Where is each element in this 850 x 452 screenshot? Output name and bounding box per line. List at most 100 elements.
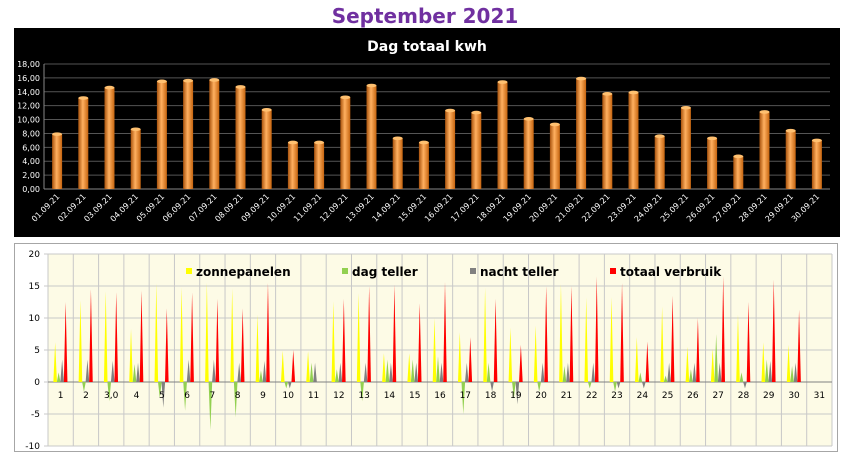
chart1-bar — [130, 129, 141, 189]
chart1-y-tick-label: 2,00 — [22, 171, 40, 180]
chart2-spike-nacht-teller — [161, 382, 166, 408]
chart1-bar-cap — [785, 128, 796, 133]
chart1-bar — [235, 86, 246, 189]
chart1-bar — [549, 124, 560, 189]
chart1-bar-cap — [366, 83, 377, 88]
chart2-spike-totaal-verbruik — [645, 341, 650, 382]
chart2-spike-nacht-teller — [515, 382, 520, 405]
chart2-x-tick-label: 20 — [535, 391, 547, 401]
chart1-bar — [392, 138, 403, 189]
chart2-spike-nacht-teller — [313, 362, 317, 382]
chart1-bar-cap — [130, 127, 141, 132]
chart2-spike-totaal-verbruik — [519, 344, 523, 382]
chart2-spike-totaal-verbruik — [89, 289, 93, 382]
chart1-bar-cap — [759, 110, 770, 114]
chart2-x-tick-label: 25 — [662, 391, 673, 401]
chart2-spike-nacht-teller — [136, 362, 140, 382]
chart2-spike-totaal-verbruik — [342, 298, 346, 382]
chart2-spike-totaal-verbruik — [266, 282, 270, 382]
chart2-spike-totaal-verbruik — [190, 292, 194, 382]
chart2-spike-totaal-verbruik — [721, 276, 725, 382]
chart1-bar — [287, 142, 298, 189]
chart1-y-tick-label: 12,00 — [17, 102, 40, 111]
chart2-y-tick-label: 0 — [34, 378, 40, 388]
chart2-spike-zonnepanelen — [660, 306, 664, 382]
chart2-spike-zonnepanelen — [786, 344, 791, 382]
chart2-spike-nacht-teller — [85, 359, 90, 382]
chart1-bar-cap — [445, 108, 456, 113]
chart2-spike-dag-teller — [689, 369, 693, 382]
chart1-bar — [183, 80, 194, 189]
chart2-y-tick-label: 5 — [34, 346, 40, 356]
chart1-y-tick-label: 8,00 — [22, 129, 40, 138]
chart1-bar — [785, 130, 796, 189]
chart2-spike-dag-teller — [410, 359, 415, 382]
chart2-spike-zonnepanelen — [280, 350, 285, 382]
chart2-spike-totaal-verbruik — [569, 286, 574, 382]
chart2-spike-zonnepanelen — [331, 301, 336, 382]
chart2-spike-nacht-teller — [591, 362, 596, 382]
chart2-spike-zonnepanelen — [205, 282, 209, 382]
chart1-bar-cap — [523, 117, 534, 121]
chart2-spike-zonnepanelen — [609, 296, 614, 382]
chart2-x-tick-label: 9 — [260, 391, 266, 401]
chart2-y-tick-label: -5 — [31, 410, 40, 420]
chart1-bar-cap — [392, 136, 403, 141]
chart2-y-tick-label: 15 — [29, 282, 40, 292]
chart1-bar-cap — [209, 78, 220, 82]
chart1-bar-cap — [418, 140, 429, 145]
chart1-bar — [156, 81, 167, 189]
chart2-spike-totaal-verbruik — [746, 302, 751, 382]
chart2-spike-zonnepanelen — [382, 353, 386, 382]
chart1-bar-cap — [235, 85, 246, 89]
chart1-bar-cap — [707, 136, 718, 141]
chart2-spike-zonnepanelen — [103, 291, 108, 382]
chart1-bar-cap — [733, 154, 744, 159]
chart1-bar-cap — [471, 110, 482, 115]
chart2-x-tick-label: 21 — [561, 391, 572, 401]
chart2-spike-totaal-verbruik — [215, 298, 220, 382]
legend-label: dag teller — [352, 265, 418, 279]
chart2-x-tick-label: 22 — [586, 391, 597, 401]
chart1-y-tick-label: 0,00 — [22, 185, 40, 194]
chart2-x-tick-label: 30 — [788, 391, 800, 401]
chart2-spike-nacht-teller — [262, 360, 267, 382]
chart2-spike-totaal-verbruik — [797, 309, 801, 382]
chart1-bar — [707, 138, 718, 189]
chart2-x-tick-label: 29 — [763, 391, 775, 401]
chart2-spike-dag-teller — [385, 359, 390, 382]
chart2-spike-zonnepanelen — [457, 332, 462, 382]
chart2-x-tick-label: 23 — [611, 391, 622, 401]
chart2-x-tick-label: 14 — [384, 391, 396, 401]
chart2-spike-zonnepanelen — [559, 284, 563, 382]
chart2-spike-totaal-verbruik — [493, 298, 498, 382]
chart2-spike-nacht-teller — [793, 362, 798, 382]
legend-label: nacht teller — [480, 265, 558, 279]
chart2-spike-dag-teller — [587, 382, 592, 389]
chart1-bar-cap — [78, 96, 89, 100]
chart2-spike-totaal-verbruik — [620, 282, 624, 382]
chart2-x-tick-label: 2 — [83, 391, 89, 401]
legend-label: totaal verbruik — [620, 265, 722, 279]
chart2-spike-totaal-verbruik — [165, 308, 169, 382]
chart2-spike-zonnepanelen — [255, 314, 260, 382]
chart2-x-tick-label: 13 — [358, 391, 369, 401]
chart2-spike-dag-teller — [82, 382, 86, 392]
chart2-spike-zonnepanelen — [533, 325, 538, 382]
chart2-spike-dag-teller — [461, 382, 466, 414]
chart2-spike-totaal-verbruik — [114, 292, 119, 382]
chart1-y-tick-label: 16,00 — [17, 74, 40, 83]
chart1-bar — [445, 110, 456, 189]
chart1-y-tick-label: 4,00 — [22, 157, 40, 166]
chart1-bar-cap — [549, 122, 560, 127]
chart2-spike-zonnepanelen — [154, 283, 159, 382]
chart2-x-tick-label: 17 — [460, 391, 471, 401]
chart2-x-tick-label: 8 — [235, 391, 241, 401]
chart2-y-tick-label: -10 — [25, 442, 40, 452]
chart1-bar — [314, 142, 325, 189]
chart2-spike-nacht-teller — [60, 359, 64, 382]
chart2-spike-nacht-teller — [616, 382, 621, 389]
legend-label: zonnepanelen — [196, 265, 291, 279]
chart2-spike-dag-teller — [56, 372, 61, 382]
chart2-y-tick-label: 10 — [29, 314, 41, 324]
